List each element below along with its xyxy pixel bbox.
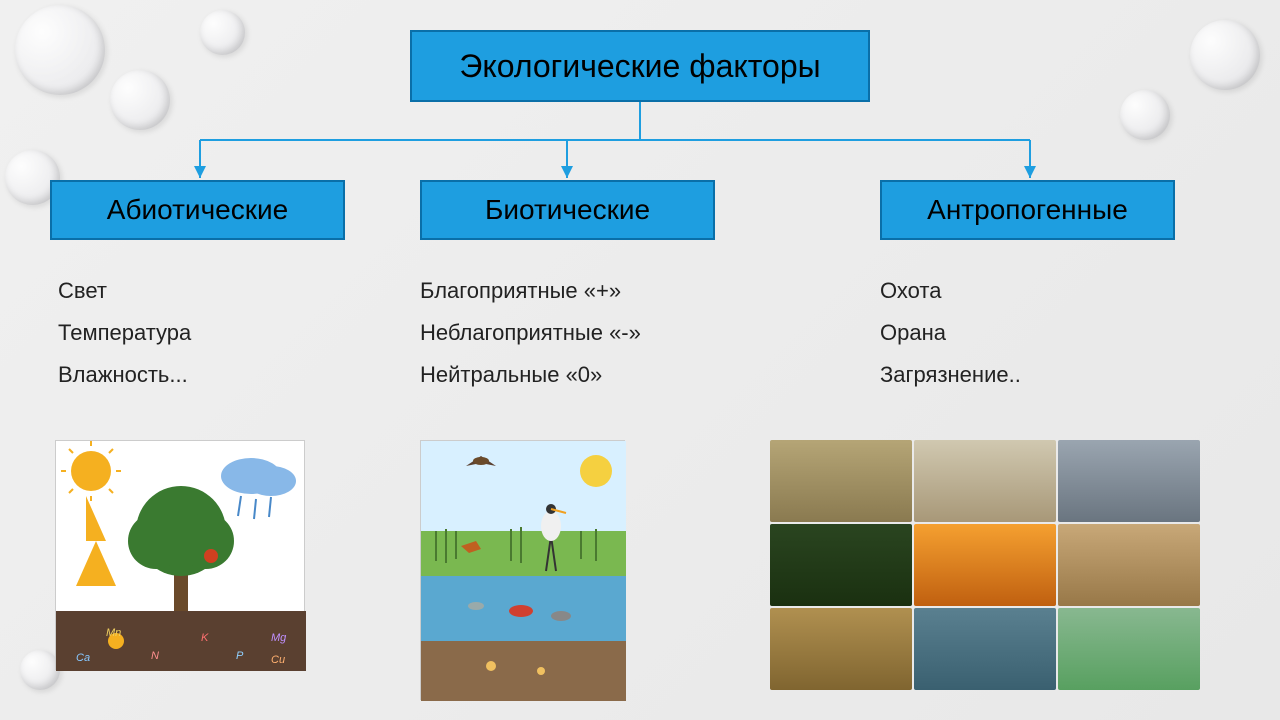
abiotic-svg: Ca Mn N K P Mg Cu: [56, 441, 306, 671]
grid-cell: [914, 608, 1056, 690]
bg-droplet: [200, 10, 245, 55]
svg-text:K: K: [201, 632, 209, 644]
grid-cell: [1058, 440, 1200, 522]
list-item: Влажность...: [58, 354, 191, 396]
grid-cell: [770, 440, 912, 522]
list-item: Нейтральные «0»: [420, 354, 641, 396]
grid-cell: [1058, 608, 1200, 690]
biotic-list: Благоприятные «+» Неблагоприятные «-» Не…: [420, 270, 641, 395]
anthropogenic-illustration: [770, 440, 1200, 690]
branch-label: Биотические: [485, 194, 650, 226]
svg-text:Cu: Cu: [271, 654, 285, 666]
list-item: Температура: [58, 312, 191, 354]
svg-text:N: N: [151, 650, 159, 662]
branch-label: Антропогенные: [927, 194, 1128, 226]
list-item: Благоприятные «+»: [420, 270, 641, 312]
bg-droplet: [110, 70, 170, 130]
svg-text:Mg: Mg: [271, 632, 287, 644]
branch-box-abiotic: Абиотические: [50, 180, 345, 240]
list-item: Охота: [880, 270, 1021, 312]
svg-text:Mn: Mn: [106, 627, 121, 639]
list-item: Свет: [58, 270, 191, 312]
bg-droplet: [15, 5, 105, 95]
grid-cell: [770, 608, 912, 690]
branch-box-biotic: Биотические: [420, 180, 715, 240]
svg-text:P: P: [236, 650, 244, 662]
bg-droplet: [1190, 20, 1260, 90]
svg-text:Ca: Ca: [76, 652, 90, 664]
anthropogenic-list: Охота Орана Загрязнение..: [880, 270, 1021, 395]
abiotic-illustration: Ca Mn N K P Mg Cu: [55, 440, 305, 670]
grid-cell: [914, 440, 1056, 522]
branch-box-anthropogenic: Антропогенные: [880, 180, 1175, 240]
title-box: Экологические факторы: [410, 30, 870, 102]
biotic-illustration: [420, 440, 625, 700]
biotic-svg: [421, 441, 626, 701]
grid-cell: [914, 524, 1056, 606]
list-item: Неблагоприятные «-»: [420, 312, 641, 354]
list-item: Орана: [880, 312, 1021, 354]
branch-label: Абиотические: [107, 194, 288, 226]
list-item: Загрязнение..: [880, 354, 1021, 396]
title-text: Экологические факторы: [459, 48, 820, 85]
abiotic-list: Свет Температура Влажность...: [58, 270, 191, 395]
grid-cell: [1058, 524, 1200, 606]
bg-droplet: [1120, 90, 1170, 140]
bg-droplet: [20, 650, 60, 690]
grid-cell: [770, 524, 912, 606]
